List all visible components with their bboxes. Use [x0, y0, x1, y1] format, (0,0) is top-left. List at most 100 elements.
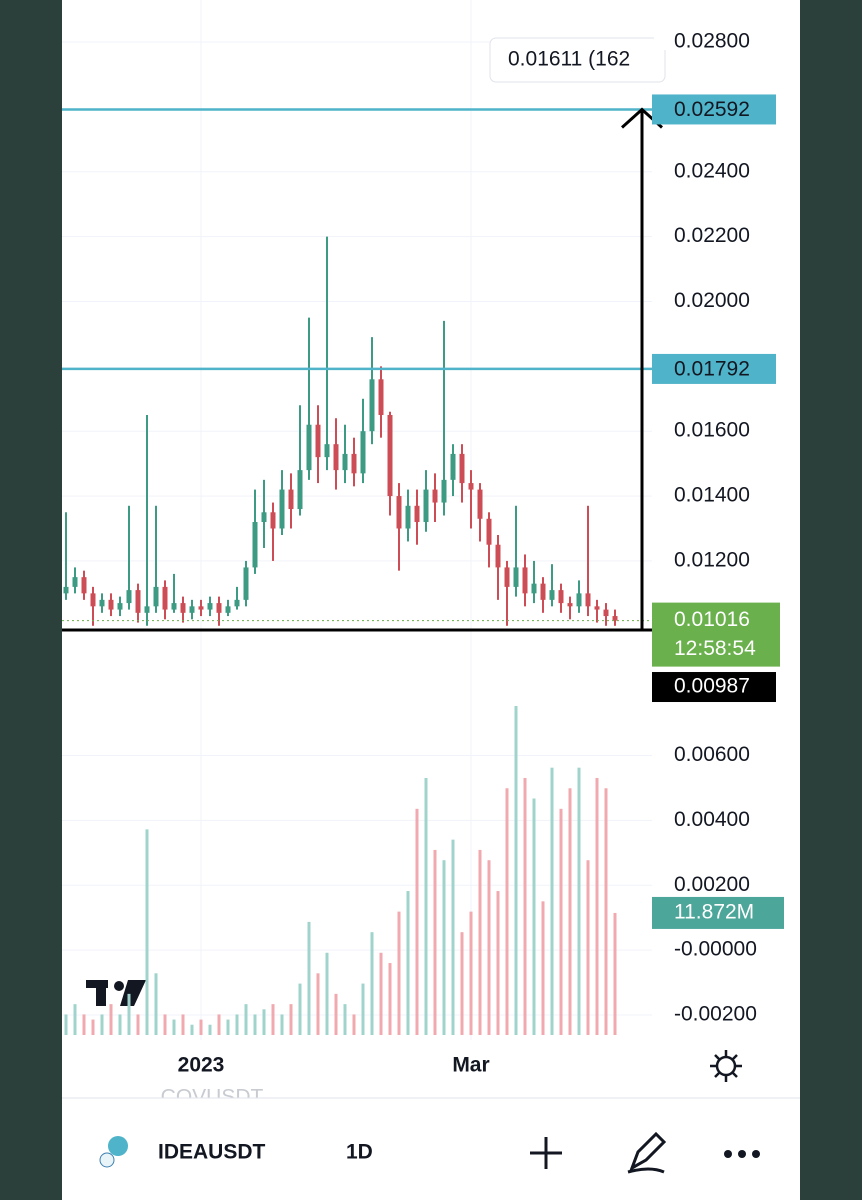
volume-bar: [343, 1004, 347, 1035]
volume-bar: [298, 983, 302, 1035]
volume-bar: [361, 983, 365, 1035]
volume-bar: [316, 973, 320, 1035]
volume-bar: [586, 860, 590, 1035]
candle-body: [459, 453, 465, 484]
candle-body: [324, 444, 330, 458]
candle-body: [72, 577, 78, 587]
volume-bar: [145, 829, 149, 1035]
volume-bar: [568, 788, 572, 1035]
volume-bar: [253, 1014, 257, 1035]
tv-logo: [86, 980, 146, 1006]
volume-bar: [604, 788, 608, 1035]
candle-body: [549, 590, 555, 600]
candle-body: [558, 590, 564, 604]
countdown: 12:58:54: [674, 637, 756, 660]
candle-body: [180, 603, 186, 613]
candle-body: [108, 599, 114, 610]
volume-bar: [469, 911, 473, 1035]
app-panel: [62, 0, 800, 1200]
volume-bar: [379, 952, 383, 1035]
volume-bar: [244, 1004, 248, 1035]
volume-bar: [442, 860, 446, 1035]
volume-bar: [181, 1014, 185, 1035]
candle-body: [270, 512, 276, 529]
y-tick-label: 0.02200: [674, 224, 750, 247]
candle-body: [81, 577, 87, 594]
candle-body: [441, 479, 447, 503]
volume-bar: [433, 849, 437, 1035]
volume-bar: [523, 777, 527, 1035]
symbol-icon[interactable]: [99, 1136, 128, 1168]
volume-bar: [397, 911, 401, 1035]
measure-label: 0.01611 (162: [508, 48, 630, 71]
candle-body: [117, 603, 123, 610]
candle-body: [252, 522, 258, 568]
candle-body: [414, 505, 420, 523]
volume-label: 11.872M: [674, 900, 754, 923]
volume-bar: [541, 901, 545, 1035]
volume-bar: [505, 788, 509, 1035]
y-tick-label: 0.00200: [674, 873, 750, 896]
volume-bar: [235, 1014, 239, 1035]
candle-body: [351, 453, 357, 474]
candle-body: [531, 583, 537, 594]
price-tag: [652, 94, 776, 125]
candle-body: [198, 606, 204, 610]
candle-body: [288, 489, 294, 510]
candle-body: [612, 616, 618, 621]
symbol[interactable]: IDEAUSDT: [158, 1141, 266, 1164]
volume-bar: [406, 891, 410, 1035]
bottom-bar: [62, 1098, 800, 1200]
candle-body: [405, 505, 411, 529]
candle-body: [144, 606, 150, 613]
y-tick-label-top: 0.02800: [674, 30, 750, 53]
volume-bar: [226, 1019, 230, 1035]
last-price-tag: [652, 602, 780, 667]
candle-body: [477, 489, 483, 519]
volume-bar: [82, 1014, 86, 1035]
add-button[interactable]: [530, 1137, 562, 1169]
y-tick-label: -0.00200: [674, 1003, 757, 1026]
candle-body: [135, 590, 141, 613]
candle-body: [126, 590, 132, 604]
volume-bar: [559, 808, 563, 1035]
interval[interactable]: 1D: [346, 1141, 373, 1164]
volume-bar: [496, 891, 500, 1035]
candle-body: [468, 483, 474, 490]
draw-button[interactable]: [627, 1131, 667, 1174]
candle-body: [243, 567, 249, 600]
candle-body: [567, 603, 573, 607]
candle-body: [306, 424, 312, 471]
y-tick-label: 0.02000: [674, 289, 750, 312]
volume-bar: [163, 1014, 167, 1035]
volume-bar: [127, 993, 131, 1035]
candle-body: [576, 593, 582, 607]
volume-bar: [64, 1014, 68, 1035]
volume-bar: [136, 1014, 140, 1035]
more-button[interactable]: [724, 1150, 760, 1158]
candle-body: [90, 593, 96, 607]
volume-tag: [652, 896, 784, 929]
candle-body: [315, 424, 321, 458]
candle-body: [432, 489, 438, 503]
settings-gear[interactable]: [710, 1050, 742, 1082]
y-tick-label: 0.00600: [674, 743, 750, 766]
volume-bar: [172, 1019, 176, 1035]
price-tag-label: 0.01792: [674, 357, 750, 380]
candle-body: [540, 583, 546, 600]
volume-bar: [190, 1024, 194, 1035]
measure-tooltip: [489, 37, 666, 83]
candle-body: [486, 518, 492, 545]
volume-bar: [613, 912, 617, 1035]
volume-bar: [577, 767, 581, 1035]
y-tick-label: 0.00400: [674, 808, 750, 831]
candle-body: [333, 444, 339, 471]
price-tag-label: 0.00987: [674, 675, 750, 698]
candle-body: [207, 603, 213, 610]
candle-body: [261, 512, 267, 523]
volume-bar: [118, 1014, 122, 1035]
candle-body: [450, 453, 456, 480]
volume-bar: [217, 1014, 221, 1035]
axis-mask: [654, 30, 800, 50]
volume-bar: [325, 952, 329, 1035]
